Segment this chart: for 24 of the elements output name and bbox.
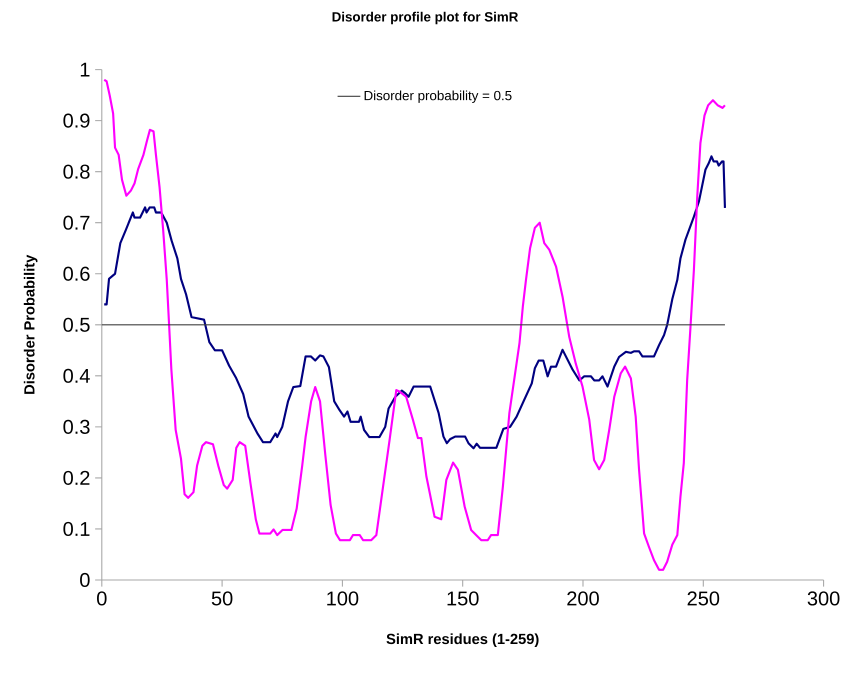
x-tick-label: 100 xyxy=(327,591,358,606)
x-tick-label: 300 xyxy=(808,591,840,606)
y-tick-label: 0.5 xyxy=(63,318,90,332)
x-tick-label: 250 xyxy=(688,591,720,606)
x-axis-title: SimR residues (1-259) xyxy=(386,633,539,648)
y-tick-label: 0.3 xyxy=(63,420,90,434)
x-tick-label: 200 xyxy=(567,591,599,606)
x-tick-label: 150 xyxy=(448,591,479,606)
x-tick-label: 0 xyxy=(97,591,107,606)
line-series xyxy=(103,155,726,450)
y-tick-label: 0 xyxy=(80,572,90,588)
x-tick-label: 50 xyxy=(212,591,232,606)
y-tick-label: 0.1 xyxy=(63,522,90,536)
y-tick-label: 0.6 xyxy=(63,266,90,281)
y-tick-label: 0.7 xyxy=(63,216,90,230)
y-tick-label: 1 xyxy=(80,62,90,76)
y-axis-title: Disorder Probability xyxy=(24,254,38,394)
line-series xyxy=(103,78,726,571)
y-tick-label: 0.8 xyxy=(63,164,90,179)
y-tick-label: 0.9 xyxy=(63,114,90,128)
legend-label: Disorder probability = 0.5 xyxy=(364,90,512,103)
y-tick-label: 0.4 xyxy=(63,368,90,383)
chart-title: Disorder profile plot for SimR xyxy=(332,12,518,24)
y-tick-label: 0.2 xyxy=(63,470,90,485)
